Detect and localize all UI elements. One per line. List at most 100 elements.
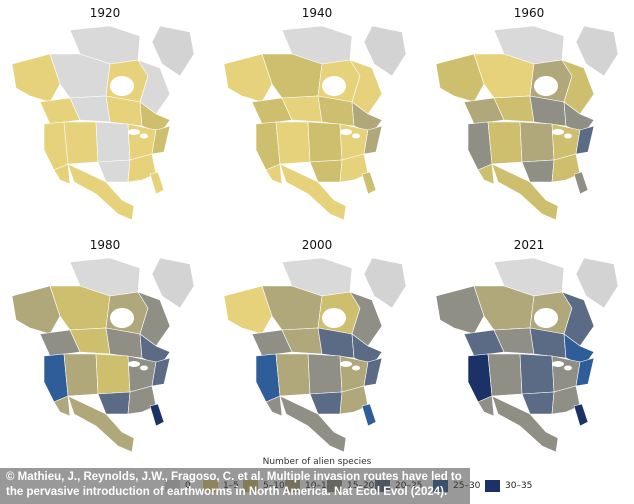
mexico-region xyxy=(279,395,347,453)
us-plains-region xyxy=(95,121,131,163)
florida-region xyxy=(573,171,589,195)
hudson-bay xyxy=(534,308,558,328)
great-lakes xyxy=(140,365,148,371)
image-credit: © Mathieu, J., Reynolds, J.W., Fragoso, … xyxy=(0,468,470,504)
us-southeast-region xyxy=(551,385,581,415)
us-mountain-region xyxy=(275,353,311,397)
great-lakes xyxy=(352,365,360,371)
quebec-maritimes-region xyxy=(563,333,595,367)
panel-year: 1920 xyxy=(89,6,121,20)
hudson-bay xyxy=(322,76,346,96)
us-southeast-region xyxy=(127,153,157,183)
us-plains-region xyxy=(519,121,555,163)
us-south-region xyxy=(97,159,131,183)
great-lakes xyxy=(340,361,352,367)
map-panel-1: 1940 xyxy=(217,0,417,230)
us-plains-region xyxy=(307,121,343,163)
hudson-bay xyxy=(110,76,134,96)
us-mountain-region xyxy=(63,353,99,397)
florida-region xyxy=(573,403,589,427)
panel-year: 2000 xyxy=(301,238,333,252)
great-lakes xyxy=(352,133,360,139)
us-south-region xyxy=(97,391,131,415)
hudson-bay xyxy=(322,308,346,328)
us-east-coast-region xyxy=(151,357,171,387)
greenland-region xyxy=(151,257,195,309)
us-east-coast-region xyxy=(363,357,383,387)
greenland-region xyxy=(575,25,619,77)
us-plains-region xyxy=(95,353,131,395)
greenland-region xyxy=(575,257,619,309)
mexico-region xyxy=(67,163,135,221)
us-mountain-region xyxy=(487,121,523,165)
us-south-region xyxy=(521,391,555,415)
quebec-maritimes-region xyxy=(139,101,171,135)
us-east-coast-region xyxy=(151,125,171,155)
us-plains-region xyxy=(519,353,555,395)
mexico-region xyxy=(279,163,347,221)
baja-california-region xyxy=(477,395,495,417)
us-mountain-region xyxy=(275,121,311,165)
map-panel-2: 1960 xyxy=(429,0,629,230)
great-lakes xyxy=(564,365,572,371)
legend-item: 30–35 xyxy=(485,480,532,492)
greenland-region xyxy=(363,25,407,77)
us-southeast-region xyxy=(551,153,581,183)
us-mountain-region xyxy=(63,121,99,165)
great-lakes xyxy=(564,133,572,139)
map-panel-3: 1980 xyxy=(5,232,205,462)
us-south-region xyxy=(521,159,555,183)
map-panel-0: 1920 xyxy=(5,0,205,230)
quebec-maritimes-region xyxy=(351,101,383,135)
panel-year: 1960 xyxy=(513,6,545,20)
us-south-region xyxy=(309,391,343,415)
panel-year: 2021 xyxy=(513,238,545,252)
florida-region xyxy=(149,403,165,427)
us-plains-region xyxy=(307,353,343,395)
us-southeast-region xyxy=(339,385,369,415)
us-east-coast-region xyxy=(363,125,383,155)
us-east-coast-region xyxy=(575,357,595,387)
legend-swatch xyxy=(485,480,500,492)
mexico-region xyxy=(67,395,135,453)
baja-california-region xyxy=(265,395,283,417)
florida-region xyxy=(361,403,377,427)
map-panel-4: 2000 xyxy=(217,232,417,462)
baja-california-region xyxy=(53,163,71,185)
north-america-map xyxy=(11,257,195,453)
great-lakes xyxy=(128,129,140,135)
mexico-region xyxy=(491,163,559,221)
hudson-bay xyxy=(534,76,558,96)
great-lakes xyxy=(340,129,352,135)
great-lakes xyxy=(140,133,148,139)
greenland-region xyxy=(151,25,195,77)
florida-region xyxy=(149,171,165,195)
panel-year: 1980 xyxy=(89,238,121,252)
north-america-map xyxy=(435,257,619,453)
quebec-maritimes-region xyxy=(563,101,595,135)
greenland-region xyxy=(363,257,407,309)
us-southeast-region xyxy=(127,385,157,415)
mexico-region xyxy=(491,395,559,453)
north-america-map xyxy=(11,25,195,221)
legend-title: Number of alien species xyxy=(262,457,372,467)
north-america-map xyxy=(435,25,619,221)
great-lakes xyxy=(128,361,140,367)
map-panel-5: 2021 xyxy=(429,232,629,462)
great-lakes xyxy=(552,129,564,135)
baja-california-region xyxy=(265,163,283,185)
us-southeast-region xyxy=(339,153,369,183)
legend-label: 30–35 xyxy=(505,481,533,491)
panel-year: 1940 xyxy=(301,6,333,20)
baja-california-region xyxy=(53,395,71,417)
great-lakes xyxy=(552,361,564,367)
us-south-region xyxy=(309,159,343,183)
quebec-maritimes-region xyxy=(351,333,383,367)
hudson-bay xyxy=(110,308,134,328)
us-east-coast-region xyxy=(575,125,595,155)
florida-region xyxy=(361,171,377,195)
baja-california-region xyxy=(477,163,495,185)
north-america-map xyxy=(223,257,407,453)
north-america-map xyxy=(223,25,407,221)
quebec-maritimes-region xyxy=(139,333,171,367)
